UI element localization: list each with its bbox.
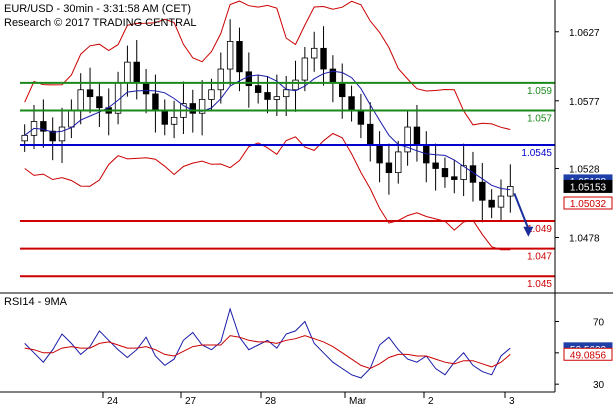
price-tag-black (563, 179, 613, 193)
level-label-1.047: 1.047 (527, 252, 552, 263)
candle-body (142, 82, 150, 95)
candle-body (488, 199, 495, 208)
y-tick-label: 1.0577 (569, 97, 600, 108)
candle-body (507, 186, 514, 197)
candle-body (348, 96, 355, 111)
candle-body (49, 130, 56, 142)
projection-arrowhead (523, 226, 534, 237)
rsi-ma-line (24, 335, 511, 370)
candle-body (385, 162, 393, 174)
price-panel: 1.059 1.057 1.0545 1.049 1.047 1.045 (20, 0, 555, 290)
candle-body (264, 92, 271, 100)
candle-body (40, 121, 47, 132)
bollinger-lower-band (24, 132, 511, 251)
candle-body (310, 47, 318, 59)
candle-body (133, 61, 140, 84)
candle-body (292, 79, 299, 91)
rsi-header: RSI14 - 9MA (4, 296, 67, 308)
price-tag-red (563, 196, 613, 210)
candle-body (198, 99, 206, 114)
candle-body (58, 126, 66, 142)
candle-body (404, 126, 411, 153)
candle-body (68, 110, 75, 128)
candle-body (217, 68, 225, 91)
price-tag-label: 1.05153 (570, 182, 607, 193)
candle-body (432, 162, 439, 169)
projection-arrow (513, 192, 530, 230)
candle-body (282, 89, 290, 98)
candle-body (124, 61, 131, 84)
candle-body (236, 41, 243, 73)
y-tick-label: 1.0528 (569, 164, 600, 175)
candle-body (189, 103, 196, 114)
moving-average-line (24, 70, 511, 191)
level-label-1.059: 1.059 (527, 86, 552, 97)
chart-header-copyright: Research © 2017 TRADING CENTRAL (4, 17, 197, 29)
x-tick-label: Mar (349, 396, 367, 407)
y-tick-label: 1.0627 (569, 28, 600, 39)
rsi-value-tag-label: 49.0856 (570, 350, 607, 361)
candle-body (339, 82, 346, 98)
candle-body (460, 165, 467, 180)
rsi-y-tick-label: 30 (593, 380, 605, 391)
price-tag-label: 1.05032 (570, 199, 607, 210)
candle-body (479, 181, 486, 201)
candle-body (441, 168, 449, 178)
x-tick-label: 27 (185, 396, 197, 407)
candle-body (451, 176, 458, 180)
candle-body (273, 96, 281, 100)
rsi-panel (24, 307, 511, 379)
candle-body (86, 89, 94, 98)
chart-header-symbol: EUR/USD - 30min - 3:31:58 AM (CET) (4, 3, 192, 15)
candle-body (161, 110, 168, 125)
candle-body (376, 144, 383, 164)
x-tick-label: 2 (428, 396, 434, 407)
candle-body (395, 151, 402, 174)
level-label-1.0545: 1.0545 (521, 148, 552, 159)
candle-body (208, 89, 215, 100)
level-label-1.045: 1.045 (527, 279, 552, 290)
rsi-line (24, 307, 511, 379)
candle-body (497, 195, 505, 208)
level-label-1.049: 1.049 (527, 224, 552, 235)
y-tick-label: 1.0478 (569, 234, 600, 245)
candle-body (301, 57, 309, 81)
candle-body (96, 96, 103, 109)
candle-body (357, 110, 365, 125)
rsi-y-tick-label: 70 (593, 318, 605, 329)
level-label-1.057: 1.057 (527, 113, 552, 124)
x-tick-label: 28 (265, 396, 277, 407)
candle-body (152, 93, 159, 111)
bollinger-upper-band (24, 0, 511, 130)
x-tick-label: 3 (509, 396, 515, 407)
candle-body (245, 71, 253, 87)
candle-body (77, 89, 84, 111)
x-tick-label: 24 (107, 396, 119, 407)
candle-body (413, 126, 421, 146)
candle-body (320, 47, 327, 70)
candle-body (170, 116, 178, 125)
candle-body (254, 85, 262, 93)
candle-body (367, 123, 374, 146)
candle-body (226, 41, 234, 70)
candle-body (21, 134, 28, 142)
rsi-value-tag-red (563, 347, 613, 361)
